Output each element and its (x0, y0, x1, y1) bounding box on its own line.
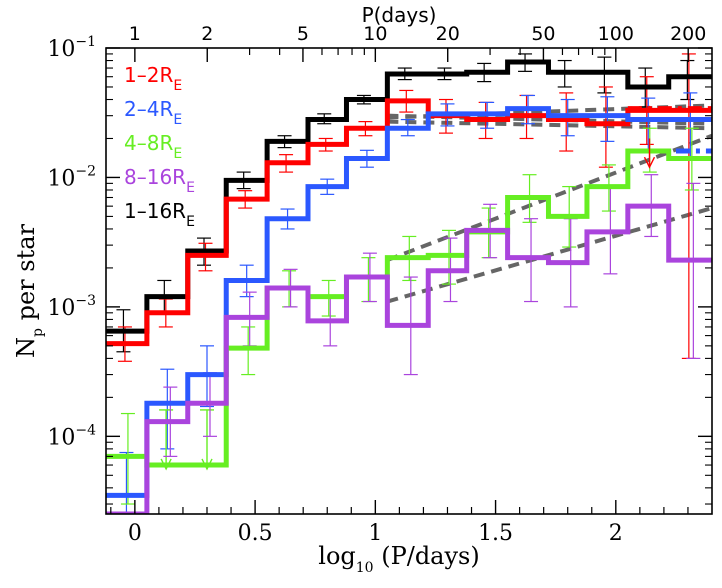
x-tick-label-4: 2 (609, 521, 623, 546)
x-tick-label-2: 1 (368, 521, 382, 546)
y-tick-label-exponent-2: −2 (75, 163, 96, 179)
y-tick-label-base-2: 10 (47, 166, 75, 191)
legend-label-4-8re: 4–8R (124, 131, 173, 155)
legend-label-2-4re: 2–4R (124, 97, 173, 121)
upper-limit-arrow-head (643, 156, 656, 169)
legend-label-sub-1-2re: E (173, 78, 182, 94)
y-tick-label-3: 10−1 (47, 34, 96, 62)
step-line-8-16re (106, 203, 712, 514)
y-tick-label-base-3: 10 (47, 37, 75, 62)
top-tick-label-4: 20 (436, 23, 460, 45)
axis-ticks (106, 47, 712, 514)
y-axis-label: Np per star (12, 223, 46, 358)
top-tick-label-3: 10 (363, 23, 387, 45)
y-tick-label-exponent-3: −1 (75, 34, 96, 50)
y-tick-label-exponent-0: −4 (75, 422, 96, 438)
y-tick-label-2: 10−2 (47, 163, 96, 191)
plot-frame (105, 47, 713, 515)
legend-entry-1-16re: 1–16RE (124, 199, 195, 230)
step-line-2-4re (106, 106, 712, 498)
legend-entry-1-2re: 1–2RE (124, 63, 182, 94)
y-tick-label-1: 10−3 (47, 293, 96, 321)
legend-label-sub-1-16re: E (186, 214, 195, 230)
x-axis-label-base: log (318, 542, 356, 570)
legend-label-8-16re: 8–16R (124, 165, 186, 189)
step-line-1-16re (106, 59, 712, 334)
top-tick-label-5: 50 (531, 23, 555, 45)
y-axis-label-rest: per star (12, 223, 40, 328)
legend-label-1-2re: 1–2R (124, 63, 173, 87)
y-axis-label-main: N (12, 337, 40, 358)
axis-labels: 0 0.5 1 1.5 21 2 5 10 20 50 100 20010−410−310−210−1… (12, 3, 706, 576)
y-tick-label-base-0: 10 (47, 425, 75, 450)
top-tick-label-1: 2 (201, 23, 213, 45)
legend-label-sub-2-4re: E (173, 112, 182, 128)
histogram-steps (106, 59, 712, 514)
legend-label-sub-8-16re: E (186, 180, 195, 196)
legend-label-1-16re: 1–16R (124, 199, 186, 223)
x-tick-label-0: 0 (128, 521, 142, 546)
x-tick-label-3: 1.5 (478, 521, 513, 546)
dashed-fit-4 (386, 206, 712, 304)
upper-limit-arrow-4-8re-1 (201, 458, 213, 471)
top-axis-label: P(days) (362, 3, 437, 27)
dashed-fit-2 (387, 119, 712, 131)
legend-entry-2-4re: 2–4RE (124, 97, 182, 128)
top-tick-label-6: 100 (598, 23, 634, 45)
step-line-1-2re (106, 98, 712, 347)
y-axis-label-sub: p (30, 328, 46, 337)
top-tick-label-7: 200 (670, 23, 706, 45)
y-tick-label-exponent-1: −3 (75, 293, 96, 309)
extrapolations (627, 106, 712, 169)
y-tick-label-base-1: 10 (47, 296, 75, 321)
top-tick-label-0: 1 (129, 23, 141, 45)
legend-entry-8-16re: 8–16RE (124, 165, 195, 196)
x-axis-label-rest: (P/days) (374, 542, 480, 570)
y-tick-label-0: 10−4 (47, 422, 96, 450)
x-axis-label: log10 (P/days) (318, 542, 479, 576)
legend-entry-4-8re: 4–8RE (124, 131, 182, 162)
top-tick-label-2: 5 (297, 23, 309, 45)
dashed-fit-3 (386, 133, 712, 262)
plot-border (105, 47, 713, 515)
legend-label-sub-4-8re: E (173, 146, 182, 162)
upper-limit-arrow-4-8re-0 (160, 458, 172, 471)
x-tick-label-1: 0.5 (238, 521, 273, 546)
x-axis-label-sub: 10 (356, 560, 374, 576)
